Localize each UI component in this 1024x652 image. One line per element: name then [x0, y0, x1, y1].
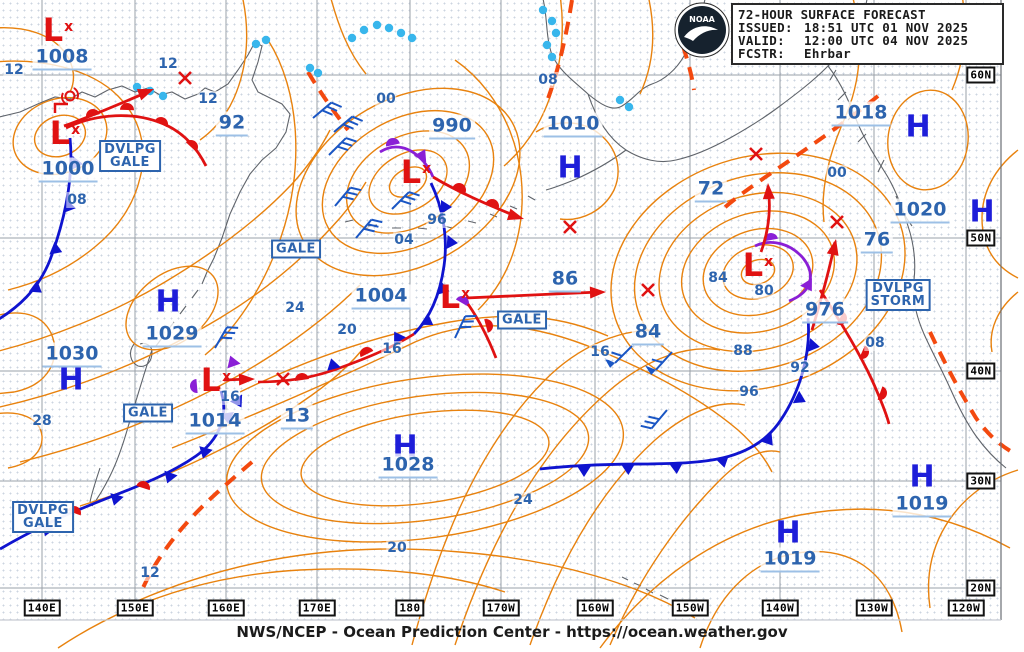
- noaa-seagull-icon: [684, 26, 718, 41]
- ice-edge-dot: [251, 39, 261, 49]
- ice-edge-dot: [313, 68, 323, 78]
- ice-edge-dot: [538, 5, 548, 15]
- wind-barb-icon: [639, 402, 668, 434]
- noaa-logo: NOAA: [674, 2, 730, 58]
- x-marks-layer: [178, 71, 844, 386]
- frontal-wave-x-mark: [178, 71, 192, 85]
- issued-label: ISSUED:: [738, 20, 793, 35]
- forecaster-value: Ehrbar: [804, 46, 851, 61]
- ice-edge-dot: [551, 28, 561, 38]
- frontal-wave-x-mark: [641, 283, 655, 297]
- frontal-wave-x-mark: [830, 215, 844, 229]
- tropical-cyclone-icon: [53, 87, 79, 113]
- wind-barb-icon: [214, 321, 240, 354]
- ice-edge-layer: [132, 5, 634, 112]
- issued-value: 18:51 UTC 01 NOV 2025: [804, 20, 969, 35]
- valid-label: VALID:: [738, 33, 785, 48]
- noaa-logo-text: NOAA: [689, 15, 715, 24]
- ice-edge-dot: [347, 33, 357, 43]
- ice-edge-dot: [158, 91, 168, 101]
- ice-edge-dot: [615, 95, 625, 105]
- issued-row: ISSUED: 18:51 UTC 01 NOV 2025: [738, 21, 997, 34]
- ice-edge-dot: [261, 35, 271, 45]
- frontal-wave-x-mark: [563, 220, 577, 234]
- forecaster-row: FCSTR: Ehrbar: [738, 47, 997, 60]
- ice-edge-dot: [384, 23, 394, 33]
- forecast-title-box: 72-HOUR SURFACE FORECAST ISSUED: 18:51 U…: [731, 3, 1004, 65]
- ice-edge-dot: [132, 82, 142, 92]
- valid-value: 12:00 UTC 04 NOV 2025: [804, 33, 969, 48]
- ice-edge-dot: [542, 40, 552, 50]
- attribution-text: NWS/NCEP - Ocean Prediction Center - htt…: [236, 623, 788, 641]
- ice-edge-dot: [396, 28, 406, 38]
- valid-row: VALID: 12:00 UTC 04 NOV 2025: [738, 34, 997, 47]
- frontal-wave-x-mark: [276, 372, 290, 386]
- ice-edge-dot: [305, 63, 315, 73]
- forecaster-label: FCSTR:: [738, 46, 785, 61]
- wind-barb-icon: [355, 214, 384, 246]
- forecast-title: 72-HOUR SURFACE FORECAST: [738, 7, 926, 22]
- ice-edge-dot: [547, 52, 557, 62]
- ice-edge-dot: [407, 33, 417, 43]
- wind-barb-icon: [328, 133, 358, 164]
- ice-edge-dot: [359, 25, 369, 35]
- frontal-wave-x-mark: [749, 147, 763, 161]
- ice-edge-dot: [547, 16, 557, 26]
- map-border: [0, 0, 1002, 621]
- troughs-layer: [140, 0, 1014, 591]
- ice-edge-dot: [372, 20, 382, 30]
- ice-edge-dot: [624, 102, 634, 112]
